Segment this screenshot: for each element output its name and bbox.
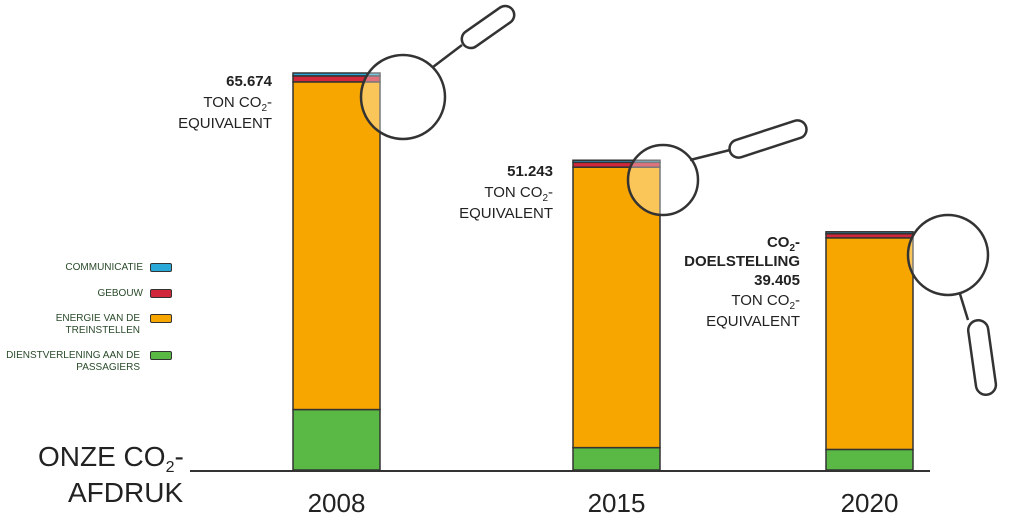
unit: - [795,292,800,309]
total-label: 65.674 [226,73,273,90]
goal: CO [767,234,790,251]
x-tick-label: 2015 [588,488,646,518]
bar-segment [572,446,661,471]
total-label: 51.243 [507,163,553,180]
legend-label: GEBOUW [97,288,143,299]
unit-label: EQUIVALENT [459,205,553,222]
unit: - [548,184,553,201]
bar-segment [292,81,381,411]
legend-swatch [150,263,172,272]
goal-label: DOELSTELLING [684,253,800,270]
bar-segment [825,231,914,235]
bar-segment [825,448,914,471]
magnifiers [359,4,998,396]
title: - [174,441,183,472]
x-tick-label: 2020 [841,488,899,518]
legend-swatch [150,314,172,323]
legend-label: COMMUNICATIE [65,262,143,273]
unit: - [267,94,272,111]
goal-label: CO2- [767,234,800,254]
unit-label: TON CO2- [484,184,553,204]
bar-segment [572,159,661,164]
bar-segment [572,166,661,449]
legend-swatch [150,351,172,360]
unit-label: EQUIVALENT [178,115,272,132]
goal: 2 [789,243,795,254]
total-label: 39.405 [754,272,800,289]
unit: TON CO [731,292,789,309]
unit-label: EQUIVALENT [706,313,800,330]
unit: 2 [542,193,548,204]
title-line: ONZE CO2- [38,441,184,476]
title: ONZE CO [38,441,166,472]
unit: 2 [261,103,267,114]
title: 2 [166,459,175,476]
x-tick-label: 2008 [308,488,366,518]
bar-segment [825,237,914,451]
chart-title: ONZE CO2- AFDRUK [38,441,184,508]
legend-label: ENERGIE VAN DE TREINSTELLEN [55,313,140,336]
legend-label: DIENSTVERLENING AAN DE PASSAGIERS [6,350,140,373]
title-line: AFDRUK [68,477,183,508]
bar-segment [292,72,381,77]
unit: TON CO [203,94,261,111]
bars [292,72,914,471]
unit-label: TON CO2- [731,292,800,312]
unit: TON CO [484,184,542,201]
goal: - [795,234,800,251]
legend-swatch [150,289,172,298]
unit-label: TON CO2- [203,94,272,114]
unit: 2 [789,301,795,312]
bar-segment [292,408,381,471]
total-labels: 65.674 TON CO2- EQUIVALENT 51.243 TON CO… [178,73,800,330]
